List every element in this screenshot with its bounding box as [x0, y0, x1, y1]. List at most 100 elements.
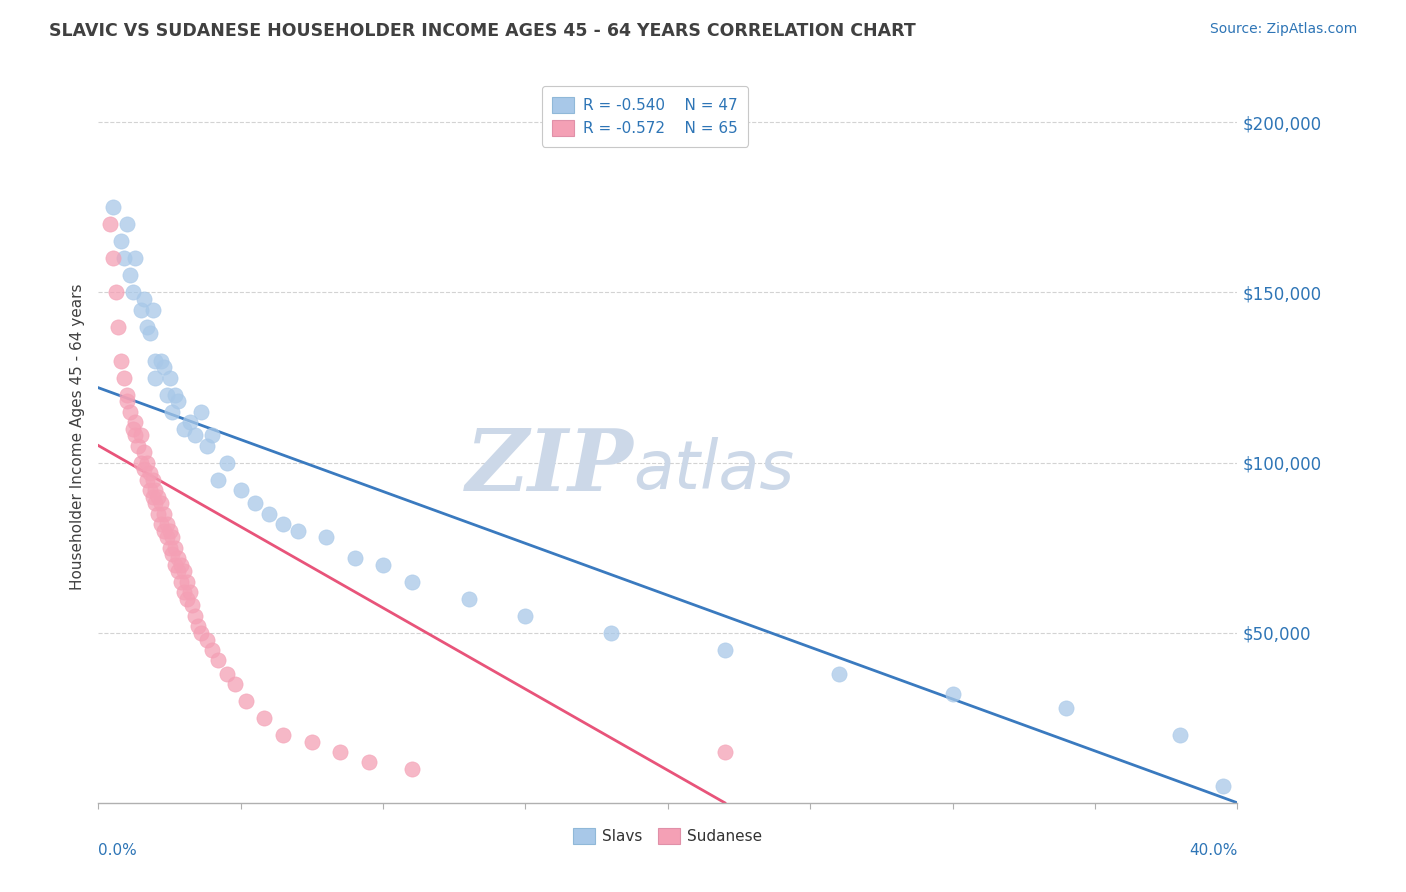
Point	[170, 558, 193, 572]
Point	[153, 360, 176, 375]
Y-axis label: Householder Income Ages 45 - 64 years: Householder Income Ages 45 - 64 years	[69, 284, 84, 591]
Point	[301, 734, 323, 748]
Point	[159, 370, 181, 384]
Point	[153, 507, 176, 521]
Point	[401, 762, 423, 776]
Point	[515, 608, 537, 623]
Point	[156, 387, 179, 401]
Point	[104, 285, 127, 300]
Point	[259, 507, 281, 521]
Point	[167, 550, 190, 565]
Point	[181, 599, 204, 613]
Point	[124, 415, 146, 429]
Point	[132, 293, 155, 307]
Point	[165, 541, 187, 555]
Text: 0.0%: 0.0%	[98, 843, 138, 858]
Point	[176, 591, 198, 606]
Point	[101, 252, 124, 266]
Point	[184, 428, 207, 442]
Point	[118, 404, 141, 418]
Point	[343, 550, 366, 565]
Point	[215, 456, 238, 470]
Point	[141, 302, 163, 317]
Point	[173, 565, 195, 579]
Point	[115, 387, 138, 401]
Point	[252, 711, 274, 725]
Point	[112, 252, 135, 266]
Point	[714, 642, 737, 657]
Point	[176, 574, 198, 589]
Text: 40.0%: 40.0%	[1189, 843, 1237, 858]
Point	[127, 439, 149, 453]
Point	[150, 496, 173, 510]
Point	[224, 677, 246, 691]
Point	[148, 490, 170, 504]
Point	[135, 473, 157, 487]
Text: ZIP: ZIP	[465, 425, 634, 508]
Point	[195, 632, 218, 647]
Point	[165, 558, 187, 572]
Point	[207, 653, 229, 667]
Point	[1212, 779, 1234, 793]
Point	[187, 619, 209, 633]
Point	[457, 591, 479, 606]
Point	[173, 421, 195, 435]
Text: atlas: atlas	[634, 437, 794, 503]
Point	[600, 625, 623, 640]
Point	[195, 439, 218, 453]
Point	[229, 483, 252, 497]
Point	[121, 421, 143, 435]
Point	[714, 745, 737, 759]
Point	[179, 415, 201, 429]
Point	[138, 326, 160, 341]
Point	[129, 428, 152, 442]
Point	[132, 445, 155, 459]
Point	[162, 404, 184, 418]
Point	[101, 201, 124, 215]
Point	[201, 642, 224, 657]
Point	[190, 625, 212, 640]
Point	[115, 394, 138, 409]
Point	[148, 507, 170, 521]
Point	[315, 531, 337, 545]
Point	[98, 218, 121, 232]
Point	[942, 687, 965, 701]
Point	[1056, 700, 1078, 714]
Point	[141, 490, 163, 504]
Point	[141, 473, 163, 487]
Point	[110, 353, 132, 368]
Point	[129, 302, 152, 317]
Point	[145, 353, 167, 368]
Point	[121, 285, 143, 300]
Text: Source: ZipAtlas.com: Source: ZipAtlas.com	[1209, 22, 1357, 37]
Point	[156, 531, 179, 545]
Point	[138, 483, 160, 497]
Point	[124, 252, 146, 266]
Point	[173, 585, 195, 599]
Point	[162, 531, 184, 545]
Point	[273, 516, 295, 531]
Point	[138, 466, 160, 480]
Point	[110, 235, 132, 249]
Point	[124, 428, 146, 442]
Point	[159, 541, 181, 555]
Point	[107, 319, 129, 334]
Point	[357, 755, 380, 769]
Point	[150, 353, 173, 368]
Point	[135, 319, 157, 334]
Point	[129, 456, 152, 470]
Point	[165, 387, 187, 401]
Point	[243, 496, 266, 510]
Point	[190, 404, 212, 418]
Point	[287, 524, 309, 538]
Point	[207, 473, 229, 487]
Point	[145, 370, 167, 384]
Point	[179, 585, 201, 599]
Point	[153, 524, 176, 538]
Point	[115, 218, 138, 232]
Point	[112, 370, 135, 384]
Point	[235, 694, 257, 708]
Point	[118, 268, 141, 283]
Point	[156, 516, 179, 531]
Point	[159, 524, 181, 538]
